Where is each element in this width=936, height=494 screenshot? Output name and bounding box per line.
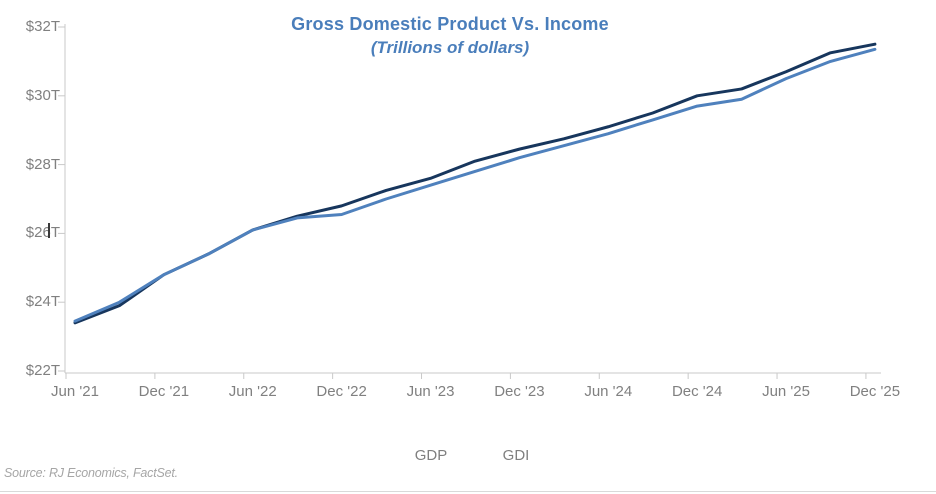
y-axis-label: $30T: [25, 86, 60, 104]
x-axis-label: Jun '24: [584, 383, 633, 400]
x-axis-label: Dec '23: [494, 383, 545, 400]
y-axis-label: $32T: [25, 18, 60, 35]
y-axis-label: $24T: [25, 293, 60, 311]
x-axis-label: Dec '24: [671, 383, 723, 400]
y-axis-label: $28T: [25, 155, 60, 173]
x-axis-label: Jun '25: [762, 383, 810, 400]
y-axis-label: $22T: [25, 362, 60, 379]
text-cursor-artifact: [48, 223, 50, 238]
bottom-divider: [0, 491, 936, 492]
gdi-line: [73, 47, 877, 323]
x-axis-label: Dec '21: [138, 383, 190, 400]
source-note: Source: RJ Economics, FactSet.: [4, 466, 178, 480]
gdp-line: [73, 42, 877, 325]
x-axis-label: Jun '21: [51, 383, 99, 400]
x-axis-label: Jun '22: [228, 383, 277, 400]
x-axis-label: Jun '23: [406, 383, 455, 400]
x-axis-label: Dec '22: [316, 383, 367, 400]
x-axis-label: Dec '25: [849, 383, 901, 400]
y-axis-label: $26T: [25, 224, 60, 242]
